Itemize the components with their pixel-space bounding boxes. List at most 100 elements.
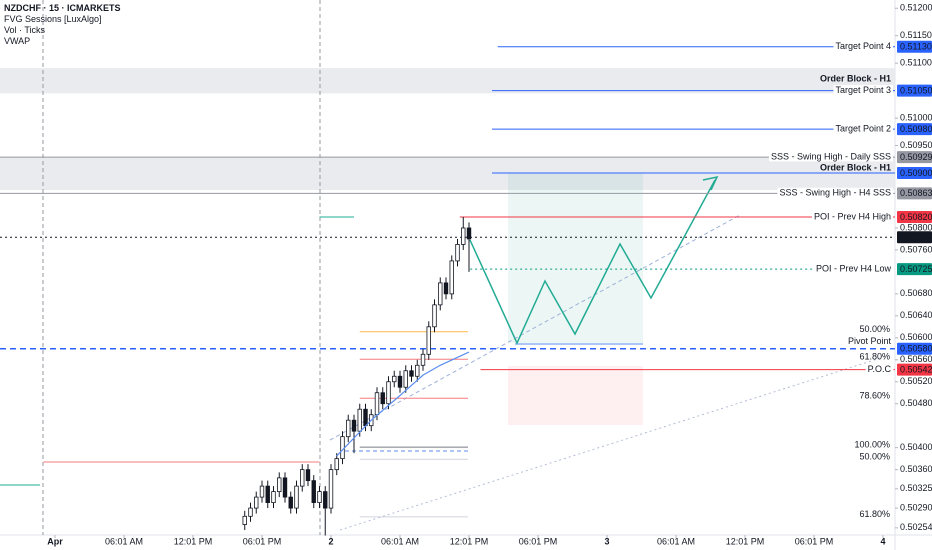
label-bg — [845, 336, 894, 347]
candle-body — [449, 260, 454, 295]
level-label: Target Point 2 — [835, 123, 891, 133]
candle-body — [259, 485, 265, 498]
trendline — [329, 214, 741, 441]
y-tick-label: 0.50325 — [900, 483, 932, 493]
level-label: Pivot Point — [848, 336, 892, 346]
price-tag — [897, 363, 932, 376]
label-bg — [811, 211, 893, 222]
candle-body — [420, 353, 426, 366]
price-tag-label: 0.51130 — [900, 42, 932, 52]
fib-label: 61.80% — [859, 352, 890, 362]
candle-body — [242, 515, 247, 525]
price-tag — [897, 167, 932, 180]
price-tag — [897, 151, 932, 164]
level-label: SSS - Swing High - H4 SSS — [779, 188, 891, 198]
candle-body — [432, 304, 437, 328]
label-bg — [865, 364, 894, 375]
candle-body — [311, 480, 316, 503]
candle-body — [265, 485, 270, 503]
level-label: POI - Prev H4 High — [814, 211, 891, 221]
x-tick-label: 06:01 AM — [105, 536, 143, 546]
fib-label: 78.60% — [859, 391, 890, 401]
candle-body — [466, 227, 472, 240]
candle-body — [317, 491, 322, 503]
candle-body — [282, 477, 288, 498]
price-tag-label: 0.51050 — [900, 86, 932, 96]
y-tick-label: 0.50360 — [900, 464, 932, 474]
candle-body — [455, 244, 460, 262]
projection-arrow — [702, 175, 719, 191]
fib-label: 100.00% — [854, 439, 890, 449]
x-tick-label: 12:01 PM — [174, 536, 213, 546]
price-tag-label: 0.50542 — [900, 365, 932, 375]
price-tag-label: 0.50725 — [900, 264, 932, 274]
zone-label: Order Block - H1 — [820, 73, 891, 83]
y-tick-label: 0.50254 — [900, 522, 932, 532]
candle-body — [277, 477, 282, 493]
y-tick-label: 0.50600 — [900, 332, 932, 342]
level-label: POI - Prev H4 Low — [816, 264, 892, 274]
label-bg — [777, 187, 893, 198]
label-bg — [768, 151, 893, 162]
x-tick-label: 06:01 PM — [795, 536, 834, 546]
projection-path — [469, 179, 716, 345]
candle-body — [294, 485, 299, 509]
y-tick-label: 0.50480 — [900, 398, 932, 408]
label-bg — [833, 123, 893, 134]
y-tick-label: 0.50400 — [900, 442, 932, 452]
y-tick-label: 0.50680 — [900, 288, 932, 298]
y-tick-label: 0.51200 — [900, 3, 932, 13]
level-label: Target Point 4 — [835, 41, 891, 51]
candle-body — [271, 491, 276, 503]
order-block — [0, 157, 895, 191]
x-tick-label: 06:01 AM — [657, 536, 695, 546]
price-tag — [897, 263, 932, 276]
candle-body — [461, 227, 466, 245]
level-label: P.O.C — [868, 364, 892, 374]
x-tick-label: 12:01 PM — [450, 536, 489, 546]
candle-body — [403, 370, 408, 388]
label-bg — [833, 85, 893, 96]
candle-body — [323, 491, 328, 509]
candle-body — [397, 375, 403, 388]
price-tag — [897, 187, 932, 200]
price-tag-label: 0.50863 — [900, 188, 932, 198]
y-tick-label: 0.50800 — [900, 222, 932, 232]
price-tag-label: 0.50820 — [900, 212, 932, 222]
price-tag-label: 01:22 — [900, 232, 923, 242]
fib-label: 61.80% — [859, 509, 890, 519]
candle-body — [334, 458, 339, 471]
x-tick-label: 12:01 PM — [726, 536, 765, 546]
trendline — [339, 354, 891, 531]
price-tag — [897, 40, 932, 53]
y-tick-label: 0.50290 — [900, 502, 932, 512]
candle-body — [288, 496, 293, 509]
level-label: Target Point 3 — [835, 85, 891, 95]
candle-body — [305, 469, 311, 482]
price-tag-label: 0.50580 — [900, 344, 932, 354]
label-bg — [833, 41, 893, 52]
x-tick-label: 3 — [605, 536, 610, 546]
x-tick-label: 4 — [881, 536, 886, 546]
price-tag-label: 0.50980 — [900, 124, 932, 134]
price-tag-label: 0.50929 — [900, 152, 932, 162]
y-tick-label: 0.50760 — [900, 244, 932, 254]
candle-body — [426, 326, 431, 355]
x-tick-label: Apr — [47, 536, 63, 546]
candle-body — [340, 436, 345, 460]
candle-body — [438, 282, 443, 306]
x-tick-label: 2 — [328, 536, 333, 546]
label-bg — [813, 263, 894, 274]
candle-body — [351, 419, 357, 432]
y-tick-label: 0.50520 — [900, 376, 932, 386]
price-tag — [897, 210, 932, 223]
order-block — [0, 68, 895, 94]
price-tag-label: 0.50900 — [900, 168, 932, 178]
y-tick-label: 0.50640 — [900, 310, 932, 320]
candle-body — [328, 469, 334, 509]
y-tick-label: 0.50950 — [900, 140, 932, 150]
candle-body — [386, 381, 391, 405]
x-tick-label: 06:01 PM — [243, 536, 282, 546]
